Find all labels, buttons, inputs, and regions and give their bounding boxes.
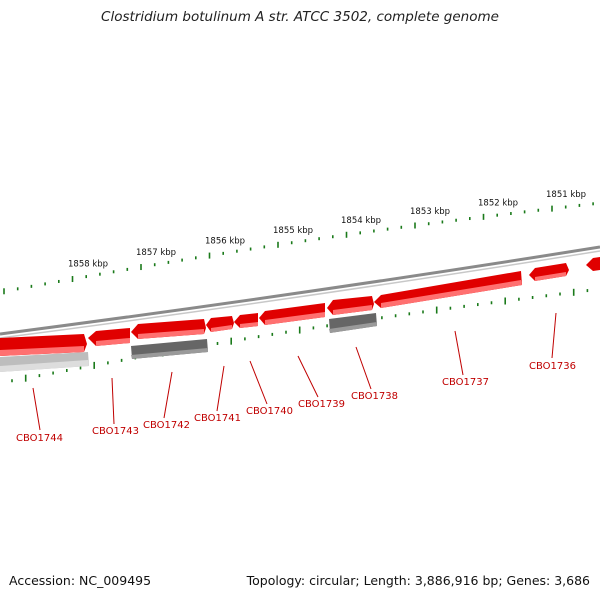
gene-features	[0, 257, 600, 372]
genome-backbone	[0, 245, 600, 336]
gene-label-cbo1739[interactable]: CBO1739	[298, 399, 345, 410]
leader-cbo1736	[551, 312, 557, 359]
ruler-ticks	[3, 202, 594, 295]
leader-cbo1740	[249, 360, 268, 405]
leader-cbo1743	[111, 377, 115, 425]
gene-cbo1740-feature[interactable]	[234, 313, 258, 328]
gene-cbo1744-feature[interactable]	[0, 334, 89, 372]
leader-cbo1741	[216, 365, 225, 412]
ruler-label: 1855 kbp	[273, 226, 313, 236]
gene-label-cbo1743[interactable]: CBO1743	[92, 426, 139, 437]
ruler-labels: 1858 kbp 1857 kbp 1856 kbp 1855 kbp 1854 kbp…	[68, 190, 586, 269]
topology-summary: Topology: circular; Length: 3,886,916 bp…	[246, 573, 590, 588]
ruler-label: 1858 kbp	[68, 260, 108, 270]
genome-backbone-shadow	[0, 250, 600, 339]
gene-label-cbo1744[interactable]: CBO1744	[16, 433, 63, 444]
gene-label-cbo1742[interactable]: CBO1742	[143, 420, 190, 431]
ruler-label: 1857 kbp	[136, 248, 176, 258]
gene-cbo1736-feature[interactable]	[529, 263, 569, 281]
gene-label-cbo1741[interactable]: CBO1741	[194, 413, 241, 424]
gene-cbo1741-feature[interactable]	[206, 316, 234, 332]
gene-cbo1739-feature[interactable]	[259, 303, 325, 325]
gene-label-cbo1737[interactable]: CBO1737	[442, 377, 489, 388]
ruler-label: 1852 kbp	[478, 198, 518, 208]
ruler-label: 1856 kbp	[205, 236, 245, 246]
gene-label-cbo1740[interactable]: CBO1740	[246, 406, 293, 417]
leader-cbo1744	[32, 387, 41, 431]
leader-cbo1739	[297, 355, 319, 398]
gene-label-cbo1736[interactable]: CBO1736	[529, 361, 576, 372]
map-title: Clostridium botulinum A str. ATCC 3502, …	[101, 9, 499, 25]
gene-cbo1742-feature[interactable]	[131, 319, 208, 359]
gene-edge-feature[interactable]	[586, 257, 600, 271]
ruler-label: 1853 kbp	[410, 207, 450, 217]
leader-cbo1738	[355, 346, 372, 390]
gene-label-cbo1738[interactable]: CBO1738	[351, 391, 398, 402]
leader-cbo1737	[454, 330, 464, 376]
gene-cbo1738-feature[interactable]	[327, 296, 377, 333]
accession-text: Accession: NC_009495	[9, 573, 152, 588]
gene-leader-lines	[32, 312, 557, 431]
gene-cbo1737-feature[interactable]	[374, 271, 522, 308]
ruler-label: 1854 kbp	[341, 216, 381, 226]
ruler-label: 1851 kbp	[546, 190, 586, 200]
gene-cbo1743-feature[interactable]	[88, 328, 130, 346]
leader-cbo1742	[163, 371, 173, 419]
